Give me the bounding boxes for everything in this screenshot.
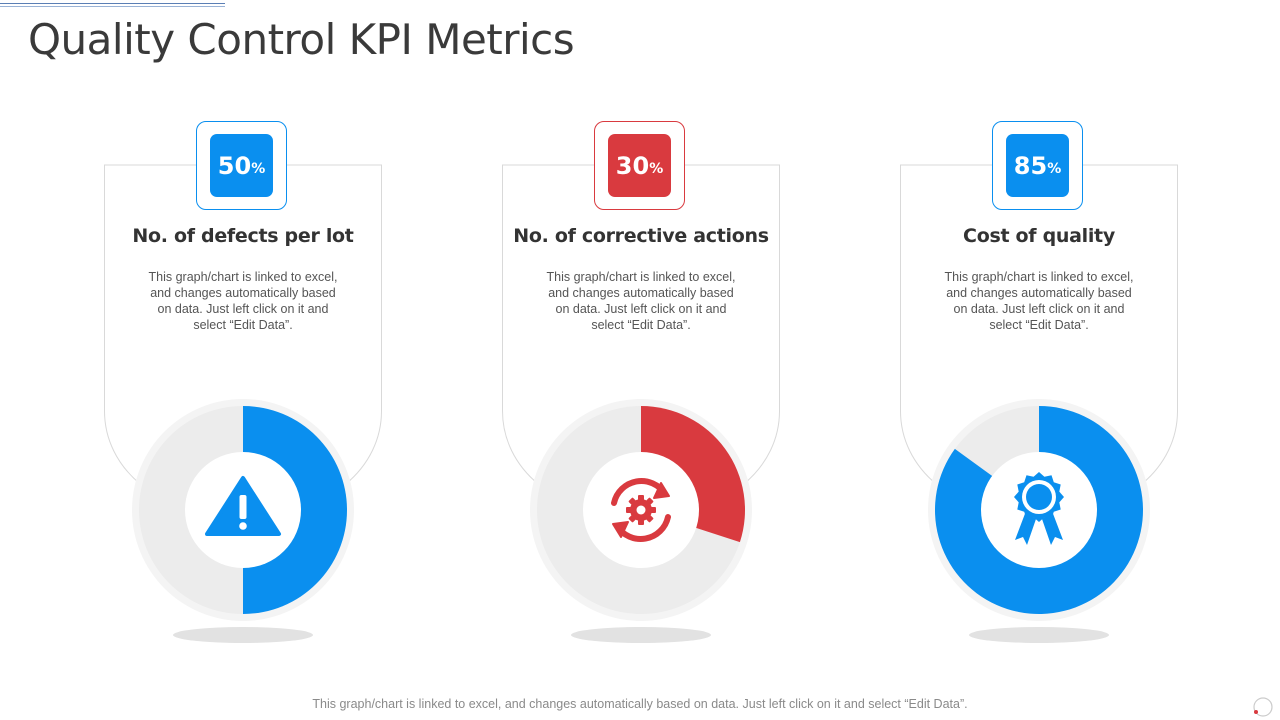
kpi-badge-value: 30% xyxy=(608,134,671,197)
kpi-title: No. of corrective actions xyxy=(513,225,769,247)
kpi-badge-value: 50% xyxy=(210,134,273,197)
donut-shadow xyxy=(969,627,1109,643)
kpi-percent-sign: % xyxy=(1047,160,1062,177)
top-accent-line-2 xyxy=(0,6,225,7)
kpi-title: No. of defects per lot xyxy=(132,225,354,247)
kpi-description: This graph/chart is linked to excel, and… xyxy=(546,270,736,332)
footer-note: This graph/chart is linked to excel, and… xyxy=(312,697,968,711)
kpi-badge: 85% xyxy=(992,121,1083,210)
kpi-description: This graph/chart is linked to excel, and… xyxy=(944,270,1134,332)
kpi-percent-value: 85 xyxy=(1013,151,1048,180)
kpi-card-corrective-actions: 30% No. of corrective actions This graph… xyxy=(502,121,780,651)
page-title: Quality Control KPI Metrics xyxy=(28,15,575,64)
top-accent-line xyxy=(0,3,225,4)
kpi-percent-sign: % xyxy=(251,160,266,177)
donut-shadow xyxy=(571,627,711,643)
kpi-badge: 30% xyxy=(594,121,685,210)
donut-chart[interactable] xyxy=(526,399,756,649)
kpi-percent-sign: % xyxy=(649,160,664,177)
loading-spinner-icon xyxy=(1253,697,1273,717)
kpi-badge: 50% xyxy=(196,121,287,210)
donut-shadow xyxy=(173,627,313,643)
kpi-title: Cost of quality xyxy=(963,225,1115,247)
kpi-description: This graph/chart is linked to excel, and… xyxy=(148,270,338,332)
warning-triangle-icon xyxy=(205,476,281,536)
gear-refresh-icon xyxy=(611,478,671,542)
kpi-card-defects: 50% No. of defects per lot This graph/ch… xyxy=(104,121,382,651)
kpi-badge-value: 85% xyxy=(1006,134,1069,197)
donut-chart[interactable] xyxy=(128,399,358,649)
kpi-percent-value: 50 xyxy=(217,151,252,180)
award-ribbon-icon xyxy=(1014,472,1064,545)
kpi-card-cost-of-quality: 85% Cost of quality This graph/chart is … xyxy=(900,121,1178,651)
donut-chart[interactable] xyxy=(924,399,1154,649)
kpi-percent-value: 30 xyxy=(615,151,650,180)
